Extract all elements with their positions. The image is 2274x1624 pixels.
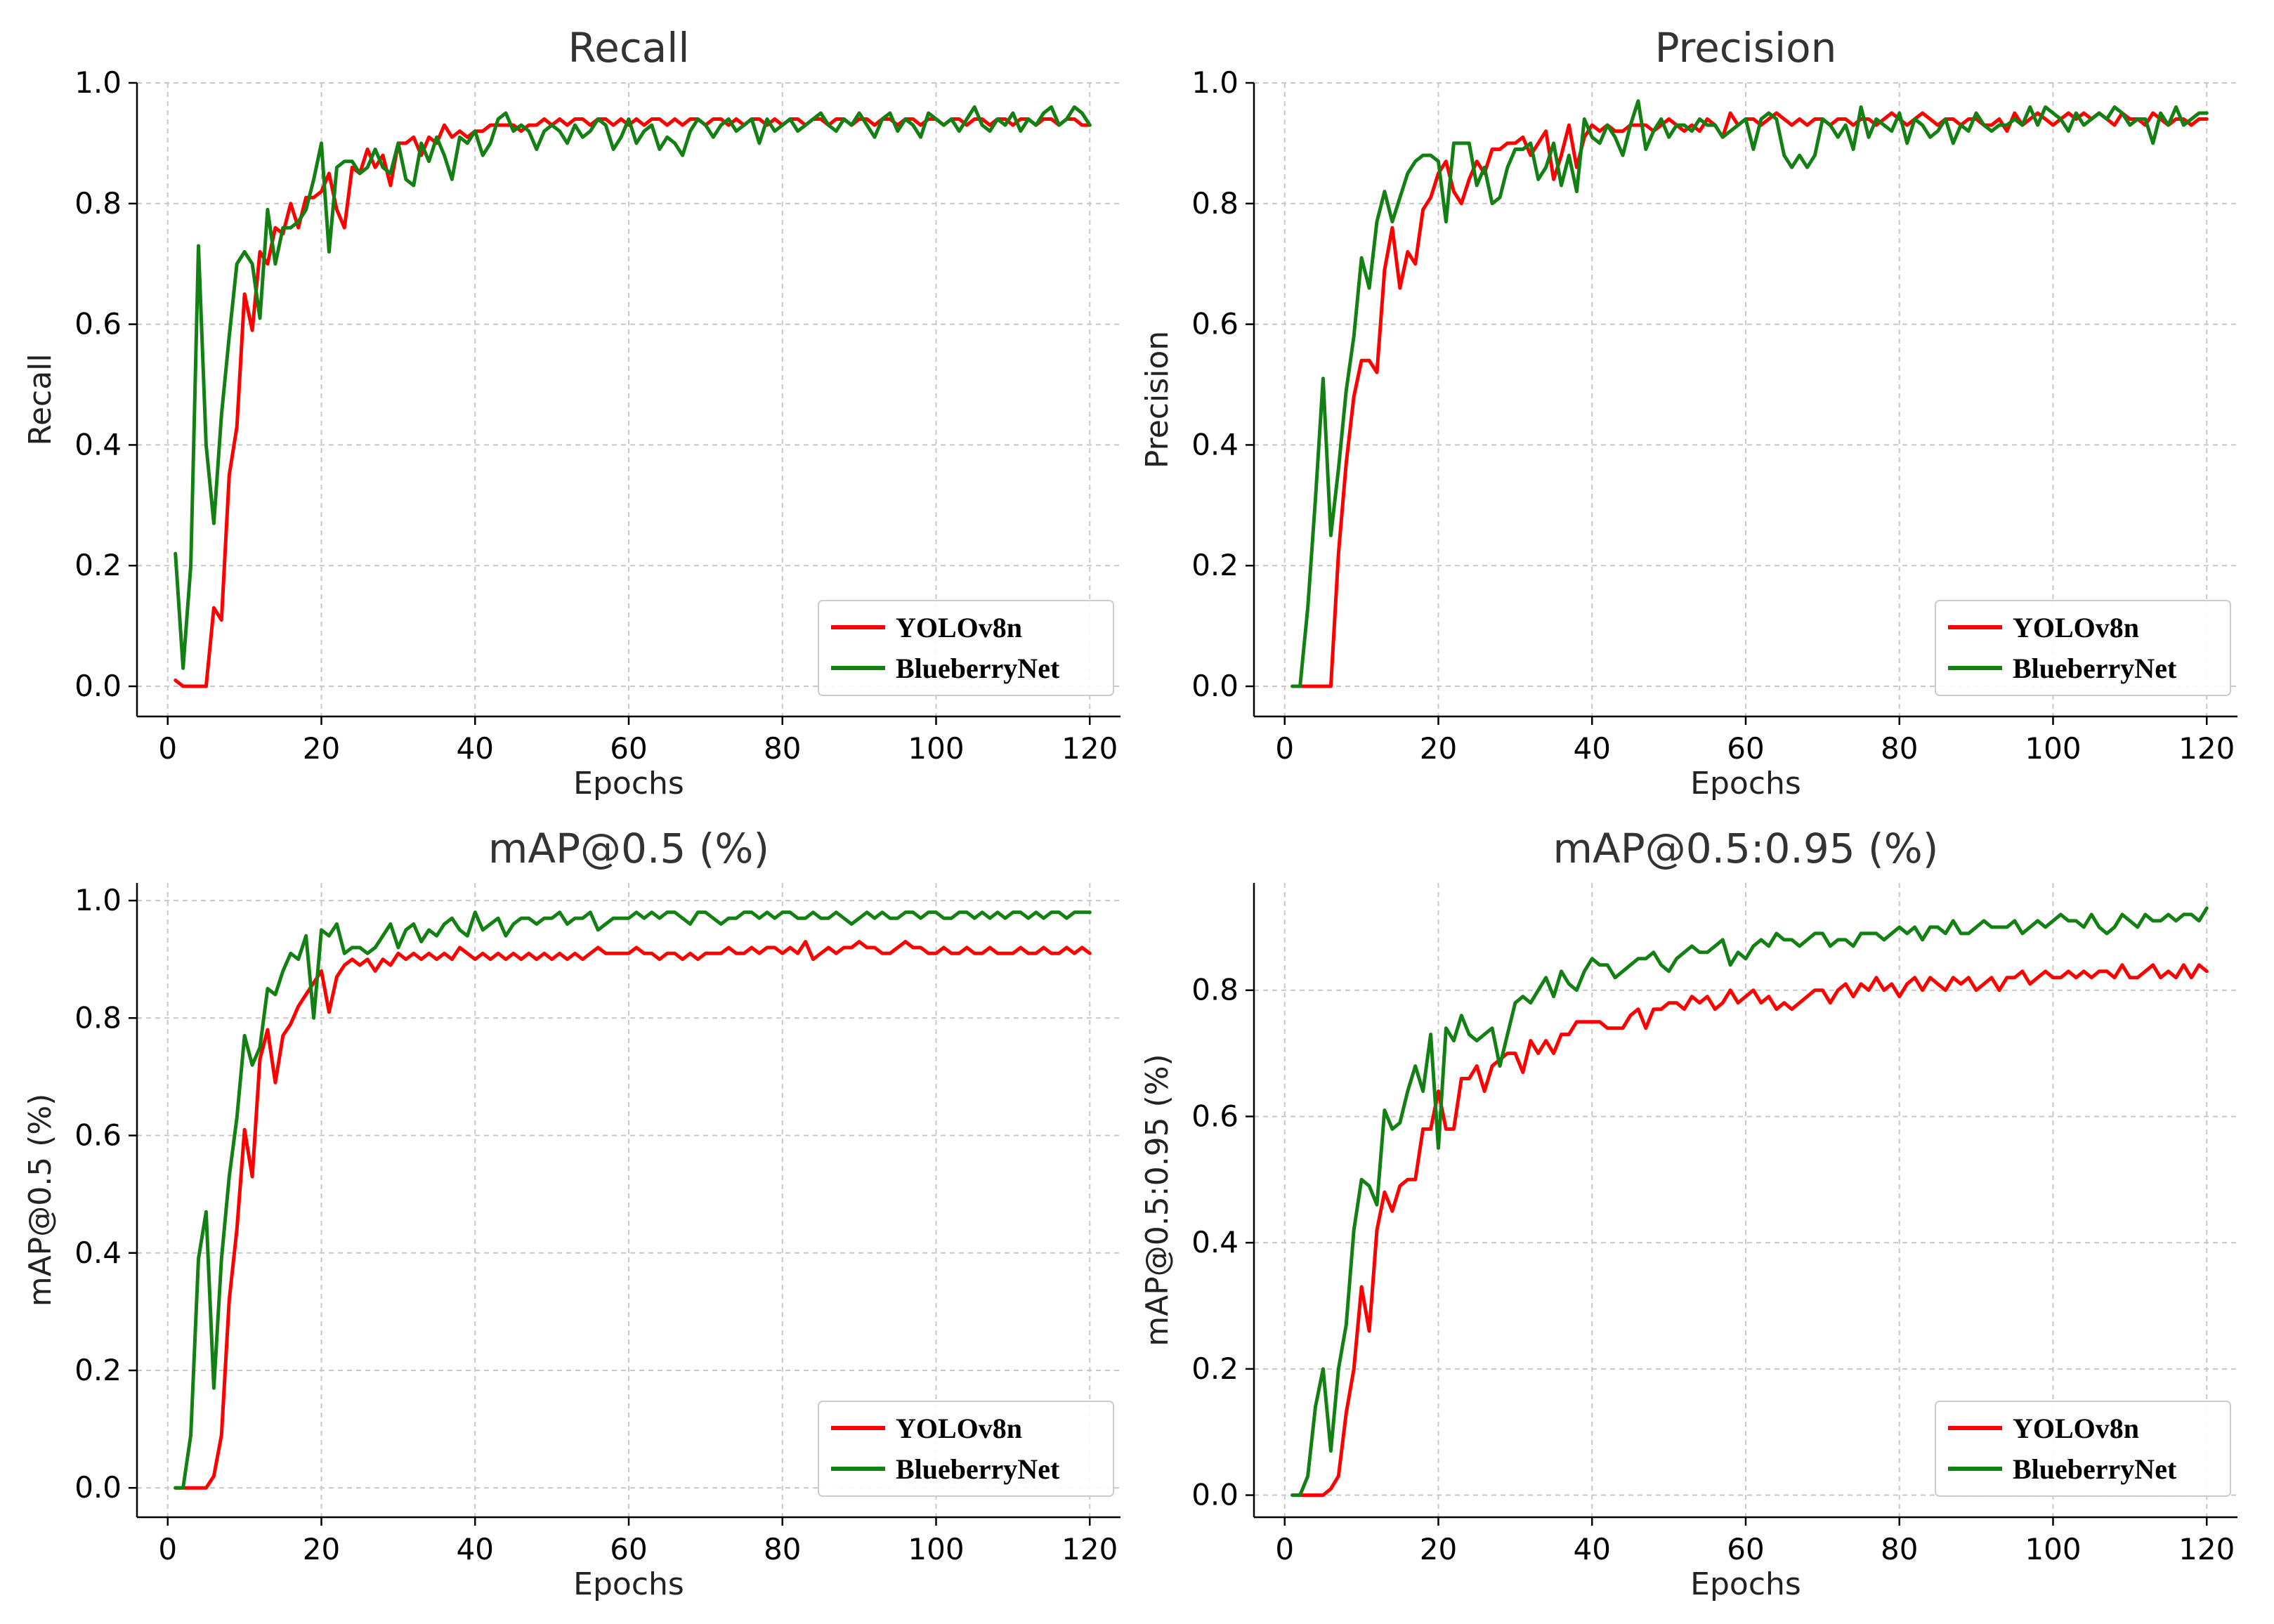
x-tick-label: 20 [1420, 1532, 1457, 1566]
x-axis-label: Epochs [1690, 766, 1801, 801]
y-tick-label: 0.0 [74, 669, 122, 703]
legend: YOLOv8n BlueberryNet [818, 1401, 1114, 1497]
x-tick-label: 100 [908, 731, 964, 766]
series-line-yolov8n [1290, 963, 2209, 1498]
chart-panel-4: 0.0 0.2 0.4 0.6 0.8 0 20 40 60 80 100 120 mAP@0.5:0.… [1139, 825, 2237, 1602]
x-tick-label: 20 [303, 731, 340, 766]
x-tick-label: 80 [764, 1532, 801, 1566]
legend-box [1935, 1401, 2231, 1497]
legend: YOLOv8n BlueberryNet [1935, 600, 2231, 696]
x-tick-label: 80 [1881, 731, 1918, 766]
legend-box [818, 600, 1114, 696]
y-tick-label: 0.2 [1191, 1351, 1239, 1386]
x-tick-label: 40 [457, 1532, 494, 1566]
legend-label: BlueberryNet [896, 1453, 1060, 1485]
x-tick-label: 40 [1574, 731, 1611, 766]
chart-title: Recall [568, 24, 689, 72]
legend-box [818, 1401, 1114, 1497]
y-axis-label: Recall [22, 353, 58, 445]
x-tick-label: 80 [764, 731, 801, 766]
legend-label: YOLOv8n [2013, 1413, 2139, 1444]
x-tick-label: 60 [610, 731, 647, 766]
y-tick-label: 0.8 [74, 1000, 122, 1035]
y-axis-label: mAP@0.5 (%) [22, 1094, 58, 1307]
legend-box [1935, 600, 2231, 696]
x-tick-label: 100 [2025, 731, 2081, 766]
series-line-blueberrynet [1290, 906, 2209, 1498]
y-tick-label: 0.6 [1191, 307, 1239, 341]
chart-title: mAP@0.5:0.95 (%) [1553, 825, 1939, 872]
x-tick-label: 0 [158, 1532, 177, 1566]
y-tick-label: 0.8 [1191, 186, 1239, 221]
y-tick-label: 0.4 [74, 1236, 122, 1270]
x-tick-label: 20 [1420, 731, 1457, 766]
y-axis-label: Precision [1139, 331, 1175, 469]
chart-panel-2: 0.0 0.2 0.4 0.6 0.8 1.0 0 20 40 60 80 100 120 Precisi… [1139, 24, 2237, 801]
x-tick-label: 0 [1275, 1532, 1294, 1566]
legend-label: YOLOv8n [896, 1413, 1022, 1444]
x-axis-label: Epochs [573, 766, 684, 801]
y-tick-label: 0.4 [74, 427, 122, 461]
chart-title: Precision [1655, 24, 1837, 72]
x-tick-label: 120 [1061, 731, 1118, 766]
y-tick-label: 0.2 [74, 1353, 122, 1387]
x-tick-label: 40 [1574, 1532, 1611, 1566]
y-tick-label: 0.8 [74, 186, 122, 221]
x-tick-label: 20 [303, 1532, 340, 1566]
x-tick-label: 40 [457, 731, 494, 766]
legend-label: BlueberryNet [2013, 653, 2177, 684]
y-tick-label: 1.0 [74, 883, 122, 917]
y-tick-label: 0.6 [74, 307, 122, 341]
y-tick-label: 0.4 [1191, 427, 1239, 461]
y-tick-label: 0.0 [1191, 669, 1239, 703]
y-tick-label: 0.0 [1191, 1478, 1239, 1512]
x-axis-label: Epochs [1690, 1566, 1801, 1602]
x-tick-label: 60 [1727, 1532, 1764, 1566]
x-tick-label: 60 [1727, 731, 1764, 766]
y-tick-label: 1.0 [74, 65, 122, 100]
y-tick-label: 0.6 [1191, 1099, 1239, 1133]
legend: YOLOv8n BlueberryNet [818, 600, 1114, 696]
y-tick-label: 0.2 [1191, 548, 1239, 582]
legend-label: BlueberryNet [2013, 1453, 2177, 1485]
series-line-blueberrynet [174, 910, 1092, 1490]
legend-label: YOLOv8n [896, 612, 1022, 643]
x-tick-label: 120 [1061, 1532, 1118, 1566]
x-tick-label: 120 [2178, 731, 2235, 766]
x-tick-label: 80 [1881, 1532, 1918, 1566]
series-line-blueberrynet [1290, 99, 2209, 688]
legend: YOLOv8n BlueberryNet [1935, 1401, 2231, 1497]
x-tick-label: 60 [610, 1532, 647, 1566]
legend-label: BlueberryNet [896, 653, 1060, 684]
x-axis-label: Epochs [573, 1566, 684, 1602]
x-tick-label: 100 [908, 1532, 964, 1566]
chart-title: mAP@0.5 (%) [488, 825, 769, 872]
y-tick-label: 0.6 [74, 1118, 122, 1153]
series-line-yolov8n [1290, 111, 2209, 688]
chart-panel-1: 0.0 0.2 0.4 0.6 0.8 1.0 0 20 40 60 80 100 120 Recall E… [22, 24, 1120, 801]
x-tick-label: 0 [158, 731, 177, 766]
x-tick-label: 120 [2178, 1532, 2235, 1566]
chart-panel-3: 0.0 0.2 0.4 0.6 0.8 1.0 0 20 40 60 80 100 120 mAP@0.5… [22, 825, 1120, 1602]
y-tick-label: 0.4 [1191, 1225, 1239, 1259]
x-tick-label: 0 [1275, 731, 1294, 766]
y-axis-label: mAP@0.5:0.95 (%) [1139, 1054, 1175, 1346]
legend-label: YOLOv8n [2013, 612, 2139, 643]
y-tick-label: 0.2 [74, 548, 122, 582]
y-tick-label: 0.0 [74, 1470, 122, 1505]
x-tick-label: 100 [2025, 1532, 2081, 1566]
series-line-blueberrynet [174, 105, 1092, 670]
series-line-yolov8n [174, 940, 1092, 1490]
y-tick-label: 0.8 [1191, 973, 1239, 1007]
y-tick-label: 1.0 [1191, 65, 1239, 100]
